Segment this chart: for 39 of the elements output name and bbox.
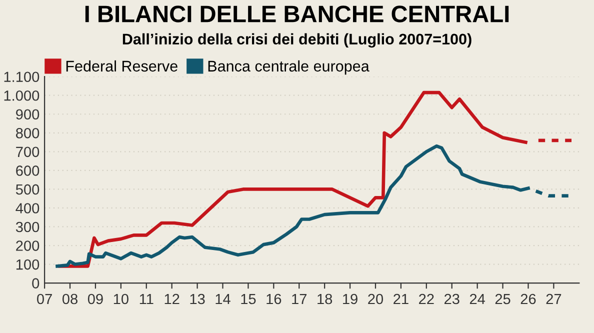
y-tick-label: 1.100 <box>4 72 40 82</box>
y-tick-label: 600 <box>16 166 40 176</box>
x-tick-label: 07 <box>37 294 52 304</box>
x-tick-label: 22 <box>419 294 434 304</box>
y-tick-label: 800 <box>16 128 40 138</box>
x-tick-label: 17 <box>292 294 306 304</box>
x-tick-label: 11 <box>140 294 154 304</box>
x-tick-label: 13 <box>190 294 205 304</box>
x-tick-label: 27 <box>546 294 562 304</box>
y-tick-label: 700 <box>16 146 40 158</box>
x-tick-label: 23 <box>444 294 460 304</box>
x-tick-label: 18 <box>318 294 332 304</box>
x-tick-label: 14 <box>216 294 230 304</box>
y-tick-label: 900 <box>16 109 40 120</box>
x-tick-label: 16 <box>266 294 282 304</box>
y-tick-label: 100 <box>16 259 40 270</box>
line-series <box>58 90 528 268</box>
legend-label: Federal Reserve <box>66 60 178 72</box>
y-tick-label: 1.000 <box>4 90 40 101</box>
x-tick-label: 26 <box>520 294 536 304</box>
x-tick-label: 25 <box>495 294 510 304</box>
y-tick-label: 400 <box>16 203 40 214</box>
x-tick-label: 21 <box>394 294 408 304</box>
x-tick-label: 09 <box>88 294 103 304</box>
y-tick-label: 300 <box>16 222 40 232</box>
x-tick-label: 15 <box>241 294 256 304</box>
x-tick-label: 12 <box>164 294 180 304</box>
x-tick-label: 08 <box>62 294 78 304</box>
x-tick-label: 20 <box>368 294 384 304</box>
x-tick-label: 10 <box>114 294 128 304</box>
x-tick-label: 24 <box>470 294 486 304</box>
legend-label: Banca centrale europea <box>208 60 370 75</box>
chart-subtitle: Dall’inizio della crisi dei debiti (Luglio 2007=100) <box>122 33 472 48</box>
y-tick-label: 500 <box>16 184 40 195</box>
chart-title: I BILANCI DELLE BANCHE CENTRALI <box>85 6 509 22</box>
x-tick-label: 19 <box>343 294 358 304</box>
y-tick-label: 0 <box>32 278 40 288</box>
line-series <box>56 144 530 268</box>
y-tick-label: 200 <box>16 240 40 251</box>
